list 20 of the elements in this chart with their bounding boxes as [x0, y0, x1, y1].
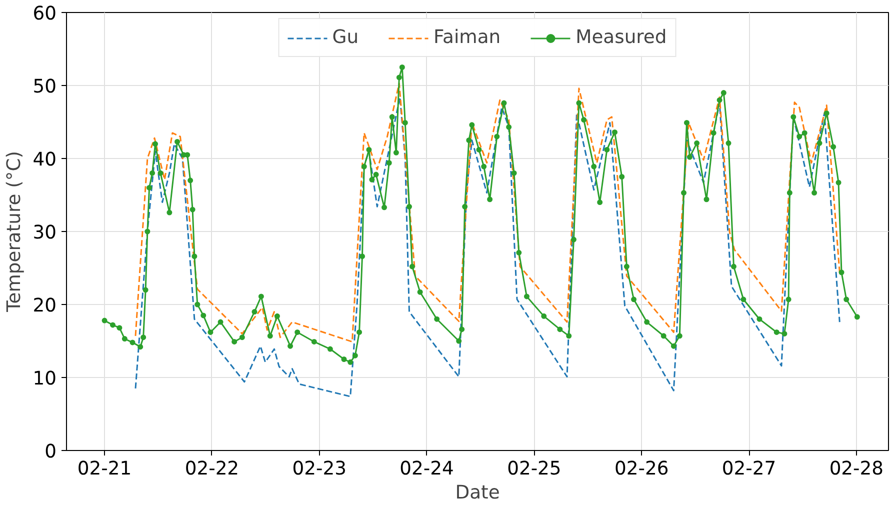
- x-tick-label: 02-21: [77, 458, 132, 480]
- legend-label: Faiman: [434, 27, 501, 48]
- y-tick-label: 30: [32, 222, 57, 244]
- x-tick-label: 02-26: [614, 458, 669, 480]
- y-tick-label: 20: [32, 296, 57, 316]
- y-tick-label: 0: [44, 442, 57, 462]
- x-tick-label: 02-28: [829, 458, 884, 480]
- x-tick-label: 02-23: [292, 458, 346, 480]
- y-tick-label: 10: [32, 368, 57, 390]
- y-tick-label: 50: [32, 76, 57, 98]
- legend-label: Gu: [332, 27, 359, 48]
- legend-label: Measured: [576, 27, 667, 48]
- y-tick-label: 60: [32, 4, 57, 24]
- x-tick-label: 02-25: [507, 458, 562, 480]
- y-tick-label: 40: [32, 150, 57, 170]
- y-axis-title: Temperature (°C): [4, 150, 25, 314]
- x-tick-label: 02-27: [722, 458, 776, 480]
- x-axis-title: Date: [455, 482, 500, 504]
- x-tick-label: 02-24: [400, 458, 454, 480]
- x-tick-label: 02-22: [184, 458, 240, 480]
